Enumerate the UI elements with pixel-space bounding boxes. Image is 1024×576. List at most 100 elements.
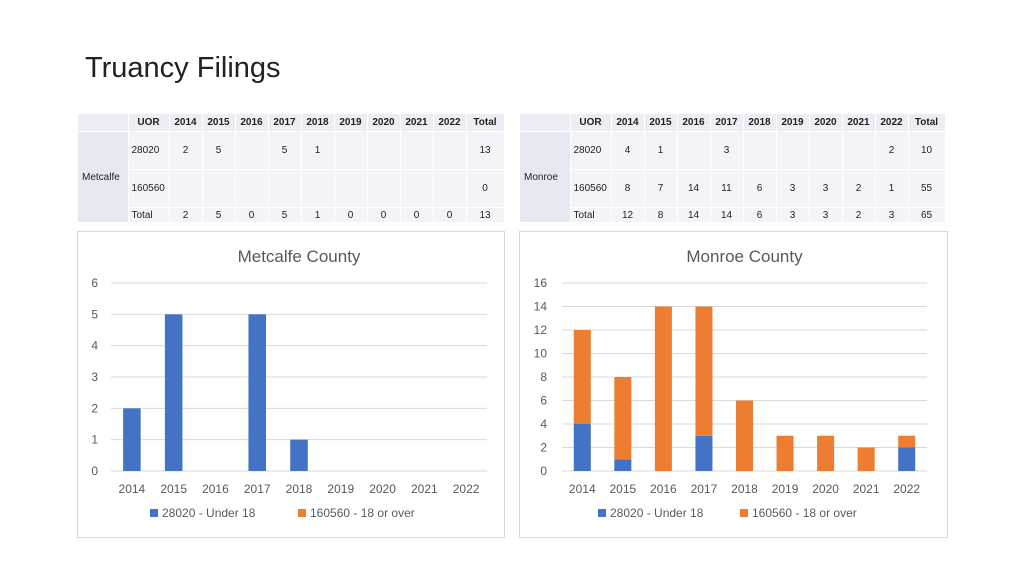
y-tick-label: 2 (91, 401, 98, 415)
header-year: 2021 (400, 114, 434, 132)
header-year: 2017 (268, 114, 302, 132)
x-tick-label: 2016 (650, 482, 677, 496)
table-cell: 0 (334, 207, 368, 223)
table-cell: 0 (466, 169, 505, 208)
bar (817, 435, 835, 471)
y-tick-label: 14 (534, 300, 548, 314)
table-row: Monroe 28020 4 1 3 2 10 (520, 131, 946, 223)
header-year: 2018 (743, 114, 777, 132)
table-cell: 8 (644, 207, 678, 223)
y-tick-label: 8 (540, 370, 547, 384)
y-tick-label: 3 (91, 370, 98, 384)
table-cell: 2 (842, 169, 876, 208)
county-header-blank (520, 114, 571, 132)
chart-title: Monroe County (686, 247, 803, 266)
table-cell (334, 169, 368, 208)
y-tick-label: 4 (91, 339, 98, 353)
table-cell: 14 (677, 207, 711, 223)
table-cell: 5 (268, 207, 302, 223)
header-year: 2019 (776, 114, 810, 132)
table-cell (235, 169, 269, 208)
table-cell: 55 (908, 169, 946, 208)
table-cell: 6 (743, 169, 777, 208)
legend-swatch (598, 509, 606, 517)
county-header-blank (78, 114, 129, 132)
table-cell: 14 (677, 169, 711, 208)
metcalfe-chart-svg: Metcalfe County 0 1 2 3 4 5 6 2014 2015 2016 2017 20… (91, 247, 487, 520)
y-tick-label: 5 (91, 307, 98, 321)
header-year: 2014 (611, 114, 645, 132)
header-year: 2022 (875, 114, 909, 132)
legend-label: 160560 - 18 or over (752, 506, 857, 520)
table-cell (334, 131, 368, 170)
county-label: Metcalfe (78, 131, 129, 223)
x-tick-label: 2014 (569, 482, 596, 496)
table-row: Metcalfe 28020 2 5 5 1 13 (78, 131, 505, 223)
metcalfe-table: UOR 2014 2015 2016 2017 2018 2019 2020 2… (78, 114, 505, 223)
table-cell (235, 131, 269, 170)
table-cell (400, 131, 434, 170)
table-cell: Total (570, 207, 612, 223)
header-year: 2016 (235, 114, 269, 132)
bar (898, 435, 916, 448)
header-year: 2014 (169, 114, 203, 132)
table-cell: 14 (710, 207, 744, 223)
x-tick-label: 2018 (731, 482, 758, 496)
monroe-table: UOR 2014 2015 2016 2017 2018 2019 2020 2… (520, 114, 946, 223)
table-cell (202, 169, 236, 208)
x-tick-label: 2022 (893, 482, 920, 496)
table-row: Total 12 8 14 14 6 3 3 2 3 65 (520, 207, 946, 223)
bar (735, 400, 754, 471)
table-cell (169, 169, 203, 208)
x-tick-label: 2022 (453, 482, 480, 496)
table-cell (268, 169, 302, 208)
table-cell: 6 (743, 207, 777, 223)
x-tick-label: 2019 (772, 482, 799, 496)
table-cell: 3 (809, 207, 843, 223)
y-tick-label: 4 (540, 417, 547, 431)
x-tick-label: 2021 (411, 482, 438, 496)
legend-swatch (298, 509, 306, 517)
bar (573, 424, 591, 471)
table-cell (776, 131, 810, 170)
header-uor: UOR (128, 114, 170, 132)
table-cell: 5 (202, 207, 236, 223)
monroe-chart: Monroe County 0 2 4 6 8 10 12 14 16 2014 2015 2016 20… (519, 231, 948, 538)
table-cell: 0 (400, 207, 434, 223)
table-cell: 2 (169, 207, 203, 223)
bar (614, 459, 632, 471)
table-cell (433, 169, 467, 208)
header-uor: UOR (570, 114, 612, 132)
x-tick-label: 2018 (286, 482, 313, 496)
table-cell: 5 (268, 131, 302, 170)
y-tick-label: 0 (540, 464, 547, 478)
table-cell: 65 (908, 207, 946, 223)
legend-label: 28020 - Under 18 (162, 506, 256, 520)
table-cell (433, 131, 467, 170)
table-cell: 2 (875, 131, 909, 170)
x-tick-label: 2020 (812, 482, 839, 496)
metcalfe-chart: Metcalfe County 0 1 2 3 4 5 6 2014 2015 2016 2017 20… (77, 231, 505, 538)
table-row: Total 2 5 0 5 1 0 0 0 0 13 (78, 207, 505, 223)
table-row: 160560 8 7 14 11 6 3 3 2 1 55 (520, 169, 946, 208)
table-cell (809, 131, 843, 170)
bar (654, 306, 672, 471)
legend-swatch (740, 509, 748, 517)
table-cell: 3 (776, 207, 810, 223)
bar (290, 439, 308, 471)
table-cell: 10 (908, 131, 946, 170)
header-year: 2018 (301, 114, 335, 132)
x-tick-label: 2020 (369, 482, 396, 496)
header-year: 2017 (710, 114, 744, 132)
header-year: 2021 (842, 114, 876, 132)
page-title: Truancy Filings (85, 52, 281, 84)
bar (898, 447, 916, 471)
table-row: 160560 0 (78, 169, 505, 208)
bar (164, 314, 183, 471)
table-cell: 13 (466, 131, 505, 170)
x-tick-label: 2016 (202, 482, 229, 496)
bar (123, 408, 141, 471)
header-total: Total (908, 114, 946, 132)
table-cell: 3 (875, 207, 909, 223)
table-cell: 0 (433, 207, 467, 223)
